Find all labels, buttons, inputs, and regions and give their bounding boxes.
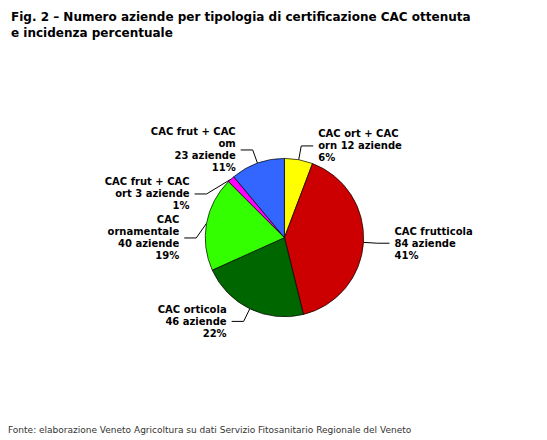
svg-text:19%: 19% bbox=[155, 250, 179, 261]
svg-text:CAC frut + CAC: CAC frut + CAC bbox=[151, 126, 236, 137]
svg-text:1%: 1% bbox=[173, 200, 190, 211]
svg-text:CAC ort + CAC: CAC ort + CAC bbox=[318, 128, 398, 139]
svg-text:CAC frutticola: CAC frutticola bbox=[394, 226, 472, 237]
svg-text:6%: 6% bbox=[318, 152, 335, 163]
svg-text:46 aziende: 46 aziende bbox=[165, 316, 226, 327]
svg-text:Fig. 2 – Numero aziende per ti: Fig. 2 – Numero aziende per tipologia di… bbox=[11, 10, 471, 24]
svg-text:e incidenza percentuale: e incidenza percentuale bbox=[11, 26, 173, 40]
svg-text:22%: 22% bbox=[203, 328, 227, 339]
svg-text:ort 3 aziende: ort 3 aziende bbox=[115, 188, 190, 199]
svg-text:CAC: CAC bbox=[157, 214, 179, 225]
svg-text:CAC frut + CAC: CAC frut + CAC bbox=[105, 176, 190, 187]
svg-text:40 aziende: 40 aziende bbox=[118, 238, 179, 249]
svg-text:CAC orticola: CAC orticola bbox=[158, 304, 227, 315]
svg-text:23 aziende: 23 aziende bbox=[174, 150, 235, 161]
svg-text:41%: 41% bbox=[394, 250, 418, 261]
svg-text:84 aziende: 84 aziende bbox=[394, 238, 455, 249]
svg-text:ornamentale: ornamentale bbox=[108, 226, 180, 237]
svg-text:orn 12 aziende: orn 12 aziende bbox=[318, 140, 402, 151]
svg-text:om: om bbox=[218, 138, 235, 149]
svg-text:11%: 11% bbox=[212, 162, 236, 173]
svg-text:Fonte: elaborazione Veneto Agr: Fonte: elaborazione Veneto Agricoltura s… bbox=[8, 425, 412, 435]
